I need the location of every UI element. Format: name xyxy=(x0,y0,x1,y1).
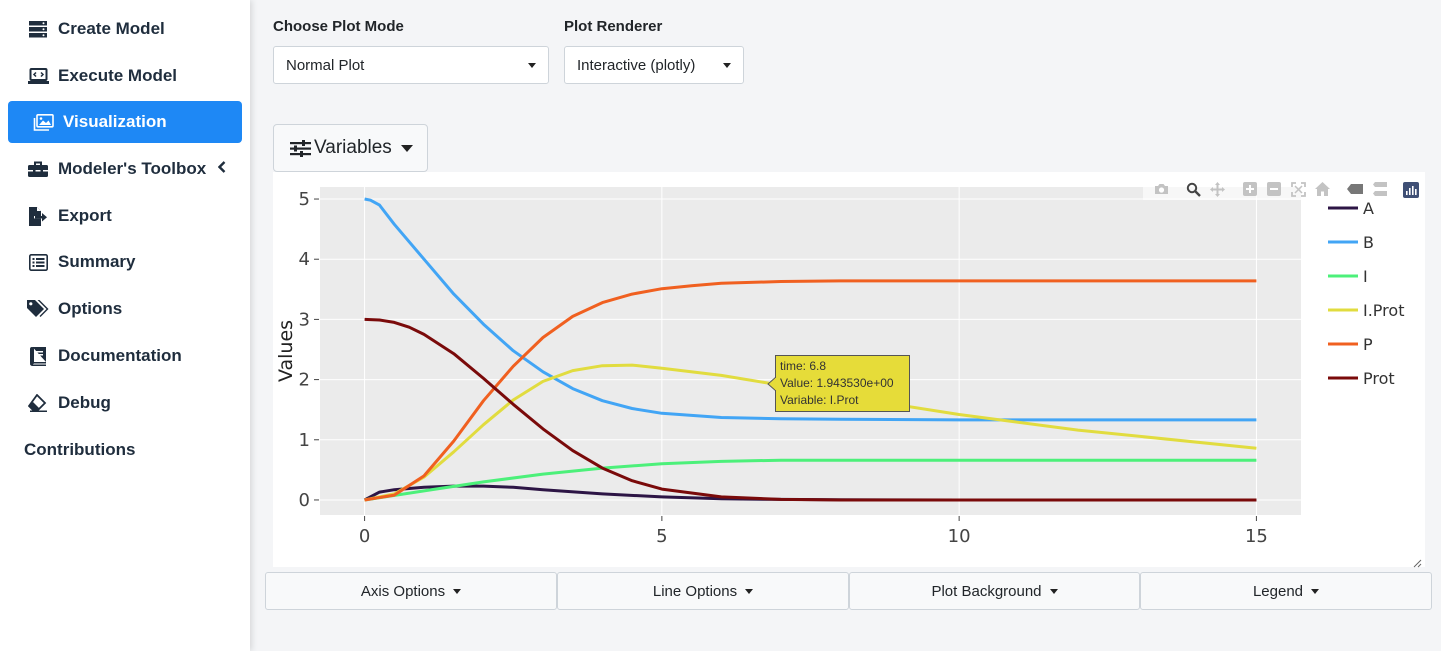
y-tick-label: 3 xyxy=(299,309,310,330)
line-chart[interactable]: 0 1 2 3 4 5 0 5 10 15 Values ABI I.Prot P Prot xyxy=(273,172,1425,567)
plot-renderer-value: Interactive (plotly) xyxy=(577,56,696,74)
zoom-out-icon[interactable] xyxy=(1267,182,1282,197)
plot-area xyxy=(320,187,1301,515)
legend-entry: A xyxy=(1363,199,1374,218)
caret-down-icon xyxy=(453,588,462,594)
sidebar-item-label: Summary xyxy=(58,252,136,271)
y-axis-label: Values xyxy=(275,320,297,382)
series-line-p xyxy=(364,279,1257,502)
sidebar-item-create-model[interactable]: Create Model xyxy=(8,8,242,50)
caret-down-icon xyxy=(400,144,413,152)
sidebar-item-label: Options xyxy=(58,299,123,318)
plot-mode-select[interactable]: Normal Plot xyxy=(273,46,549,84)
sidebar-item-contributions[interactable]: Contributions xyxy=(24,440,136,459)
y-tick-label: 5 xyxy=(299,189,310,210)
chevron-left-icon xyxy=(217,160,226,176)
hover-tooltip: time: 6.8 Value: 1.943530e+00 Variable: … xyxy=(775,355,910,412)
hover-closest-icon[interactable] xyxy=(1347,182,1363,197)
resize-handle-icon[interactable] xyxy=(1412,558,1422,568)
caret-down-icon xyxy=(528,63,536,68)
sidebar-item-label: Execute Model xyxy=(58,66,178,85)
hover-compare-icon[interactable] xyxy=(1371,182,1387,197)
sidebar-item-label: Documentation xyxy=(58,346,182,365)
pan-icon[interactable] xyxy=(1210,182,1225,197)
plot-renderer-select[interactable]: Interactive (plotly) xyxy=(564,46,744,84)
server-icon xyxy=(27,19,49,39)
legend-entry: I xyxy=(1363,267,1368,286)
plot-modebar xyxy=(1143,179,1423,200)
x-tick-label: 0 xyxy=(359,526,370,547)
sidebar-item-execute-model[interactable]: Execute Model xyxy=(8,55,242,97)
sidebar-item-export[interactable]: Export xyxy=(8,195,242,237)
series-line-i xyxy=(364,458,1257,502)
sliders-icon xyxy=(290,139,311,157)
plot-mode-label: Choose Plot Mode xyxy=(273,18,404,35)
sidebar-item-label: Export xyxy=(58,206,112,225)
axis-options-button[interactable]: Axis Options xyxy=(265,572,557,610)
eraser-icon xyxy=(27,393,49,413)
caret-down-icon xyxy=(723,63,731,68)
sidebar: Create Model Execute Model Visualization… xyxy=(0,0,250,651)
sidebar-item-visualization[interactable]: Visualization xyxy=(8,101,242,143)
image-icon xyxy=(32,112,54,132)
tooltip-pointer xyxy=(767,377,776,391)
y-tick-label: 4 xyxy=(299,249,310,270)
tooltip-variable: Variable: I.Prot xyxy=(780,393,859,407)
list-icon xyxy=(27,252,49,272)
sidebar-item-modelers-toolbox[interactable]: Modeler's Toolbox xyxy=(8,148,242,190)
line-options-label: Line Options xyxy=(652,582,738,600)
toolbox-icon xyxy=(27,159,49,179)
variables-label: Variables xyxy=(314,137,392,158)
sidebar-item-label: Visualization xyxy=(63,112,167,131)
plot-mode-value: Normal Plot xyxy=(286,56,365,74)
y-tick-label: 2 xyxy=(299,370,310,391)
book-icon xyxy=(27,346,49,366)
file-export-icon xyxy=(27,206,49,226)
sidebar-item-label: Debug xyxy=(58,393,111,412)
series-line-b xyxy=(364,197,1257,422)
home-icon[interactable] xyxy=(1315,182,1330,197)
line-options-button[interactable]: Line Options xyxy=(557,572,849,610)
tooltip-value: Value: 1.943530e+00 xyxy=(780,376,894,390)
sidebar-item-options[interactable]: Options xyxy=(8,288,242,330)
tags-icon xyxy=(27,299,49,319)
tooltip-time: time: 6.8 xyxy=(780,359,827,373)
legend-entry: I.Prot xyxy=(1363,301,1404,320)
legend-entry: Prot xyxy=(1363,369,1395,388)
sidebar-item-debug[interactable]: Debug xyxy=(8,382,242,424)
plot-renderer-label: Plot Renderer xyxy=(564,18,663,35)
legend-button[interactable]: Legend xyxy=(1140,572,1432,610)
axis-options-label: Axis Options xyxy=(360,582,446,600)
autoscale-icon[interactable] xyxy=(1291,182,1306,197)
x-tick-label: 5 xyxy=(656,526,667,547)
caret-down-icon xyxy=(1311,588,1320,594)
plotly-logo-icon[interactable] xyxy=(1403,182,1419,198)
y-tick-label: 0 xyxy=(299,490,310,511)
plot-background-label: Plot Background xyxy=(931,582,1042,600)
x-tick-label: 10 xyxy=(948,526,971,547)
y-tick-label: 1 xyxy=(299,430,310,451)
series-line-prot xyxy=(364,317,1257,502)
laptop-code-icon xyxy=(27,66,49,86)
plot-background-button[interactable]: Plot Background xyxy=(849,572,1140,610)
zoom-in-icon[interactable] xyxy=(1243,182,1258,197)
zoom-icon[interactable] xyxy=(1186,182,1201,197)
x-tick-label: 15 xyxy=(1245,526,1268,547)
camera-icon[interactable] xyxy=(1154,182,1169,197)
sidebar-item-label: Create Model xyxy=(58,19,165,38)
caret-down-icon xyxy=(1049,588,1058,594)
sidebar-item-summary[interactable]: Summary xyxy=(8,241,242,283)
legend-label: Legend xyxy=(1252,582,1304,600)
legend-entry: B xyxy=(1363,233,1374,252)
sidebar-item-label: Modeler's Toolbox xyxy=(58,159,207,178)
legend-entry: P xyxy=(1363,335,1373,354)
variables-dropdown-button[interactable]: Variables xyxy=(273,124,428,172)
caret-down-icon xyxy=(745,588,754,594)
sidebar-item-documentation[interactable]: Documentation xyxy=(8,335,242,377)
